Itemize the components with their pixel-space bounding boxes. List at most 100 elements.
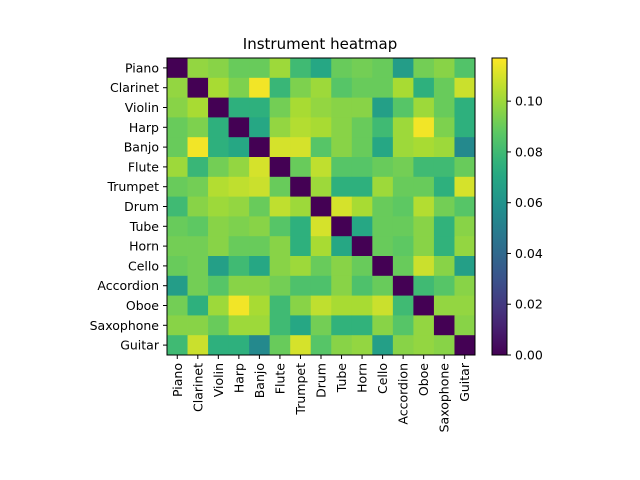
heatmap-cell: [167, 77, 188, 98]
heatmap-cell: [413, 77, 435, 98]
colorbar: 0.00 0.02 0.04 0.06 0.08 0.10: [491, 57, 543, 363]
heatmap-cell: [392, 275, 414, 296]
heatmap-cell: [310, 77, 332, 98]
heatmap-cell: [310, 295, 332, 316]
heatmap-cell: [310, 236, 332, 257]
row-label: Oboe: [126, 298, 159, 313]
heatmap-cell: [331, 137, 353, 158]
heatmap-cell: [228, 117, 250, 138]
heatmap-cell: [454, 196, 476, 217]
heatmap-cell: [331, 216, 353, 237]
heatmap-cell: [208, 137, 229, 158]
heatmap-cell: [269, 137, 291, 158]
heatmap-cell: [290, 216, 312, 237]
heatmap-cell: [433, 117, 455, 138]
heatmap-cell: [454, 295, 476, 316]
heatmap-cell: [351, 256, 373, 277]
heatmap-cell: [331, 77, 353, 98]
heatmap-cell: [290, 157, 312, 178]
heatmap-cell: [351, 335, 373, 356]
heatmap-cell: [269, 295, 291, 316]
heatmap-cell: [269, 117, 291, 138]
heatmap-cell: [454, 335, 476, 356]
heatmap-cell: [331, 58, 353, 79]
heatmap-cell: [249, 196, 271, 217]
heatmap-cell: [167, 236, 188, 257]
heatmap-cell: [372, 97, 394, 118]
row-label: Saxophone: [90, 318, 160, 333]
heatmap-cell: [290, 196, 312, 217]
heatmap-cell: [372, 137, 394, 158]
heatmap-cell: [433, 236, 455, 257]
colorbar-tick-label: 0.00: [515, 348, 543, 363]
heatmap-cell: [269, 275, 291, 296]
heatmap-cell: [228, 275, 250, 296]
heatmap-cell: [454, 97, 476, 118]
colorbar-tick-label: 0.08: [515, 144, 543, 159]
heatmap-cell: [351, 196, 373, 217]
row-label: Tube: [129, 219, 160, 234]
row-label: Accordion: [97, 278, 159, 293]
heatmap-cell: [331, 97, 353, 118]
heatmap-cell: [433, 216, 455, 237]
heatmap-cell: [454, 275, 476, 296]
heatmap-cell: [208, 315, 229, 336]
heatmap-cell: [433, 256, 455, 277]
heatmap-cell: [310, 157, 332, 178]
heatmap-cell: [413, 196, 435, 217]
heatmap-cell: [167, 295, 188, 316]
heatmap-cell: [310, 275, 332, 296]
heatmap-cell: [249, 77, 271, 98]
heatmap-cell: [208, 97, 229, 118]
heatmap-cell: [413, 295, 435, 316]
heatmap-cell: [331, 196, 353, 217]
row-labels: Piano Clarinet Violin Harp Banjo Flute Trumpet…: [90, 60, 167, 353]
heatmap-cell: [331, 315, 353, 336]
heatmap-cell: [187, 77, 209, 98]
heatmap-cell: [290, 58, 312, 79]
heatmap-cell: [331, 176, 353, 197]
heatmap-cell: [187, 117, 209, 138]
heatmap-cell: [187, 196, 209, 217]
heatmap-cell: [331, 256, 353, 277]
chart-title: Instrument heatmap: [243, 35, 397, 53]
heatmap-cell: [269, 216, 291, 237]
heatmap-cell: [187, 295, 209, 316]
heatmap-cell: [433, 315, 455, 336]
heatmap-cell: [249, 157, 271, 178]
row-label: Clarinet: [110, 80, 159, 95]
heatmap-cell: [454, 117, 476, 138]
heatmap-cell: [392, 97, 414, 118]
heatmap-cell: [167, 196, 188, 217]
column-label: Piano: [170, 363, 185, 397]
heatmap-cell: [249, 216, 271, 237]
row-label: Horn: [129, 239, 159, 254]
heatmap-cell: [290, 117, 312, 138]
heatmap-cell: [290, 176, 312, 197]
heatmap-cell: [290, 315, 312, 336]
column-labels: Piano Clarinet Violin Harp Banjo Flute Trumpet…: [170, 355, 472, 432]
heatmap-cell: [372, 157, 394, 178]
heatmap-cell: [454, 176, 476, 197]
heatmap-cell: [167, 58, 188, 79]
heatmap-cell: [249, 256, 271, 277]
heatmap-cell: [290, 275, 312, 296]
heatmap-cell: [413, 157, 435, 178]
heatmap-cell: [433, 157, 455, 178]
heatmap-cell: [392, 137, 414, 158]
colorbar-gradient: [491, 57, 508, 356]
heatmap-cell: [392, 295, 414, 316]
heatmap-cell: [331, 275, 353, 296]
column-label: Accordion: [396, 363, 411, 425]
heatmap-cell: [167, 117, 188, 138]
heatmap-cells: [167, 58, 476, 356]
column-label: Clarinet: [190, 363, 205, 412]
heatmap-cell: [454, 137, 476, 158]
heatmap-cell: [413, 256, 435, 277]
heatmap-cell: [269, 315, 291, 336]
heatmap-cell: [208, 275, 229, 296]
heatmap-cell: [392, 58, 414, 79]
heatmap-cell: [433, 97, 455, 118]
heatmap-cell: [351, 275, 373, 296]
heatmap-cell: [269, 176, 291, 197]
